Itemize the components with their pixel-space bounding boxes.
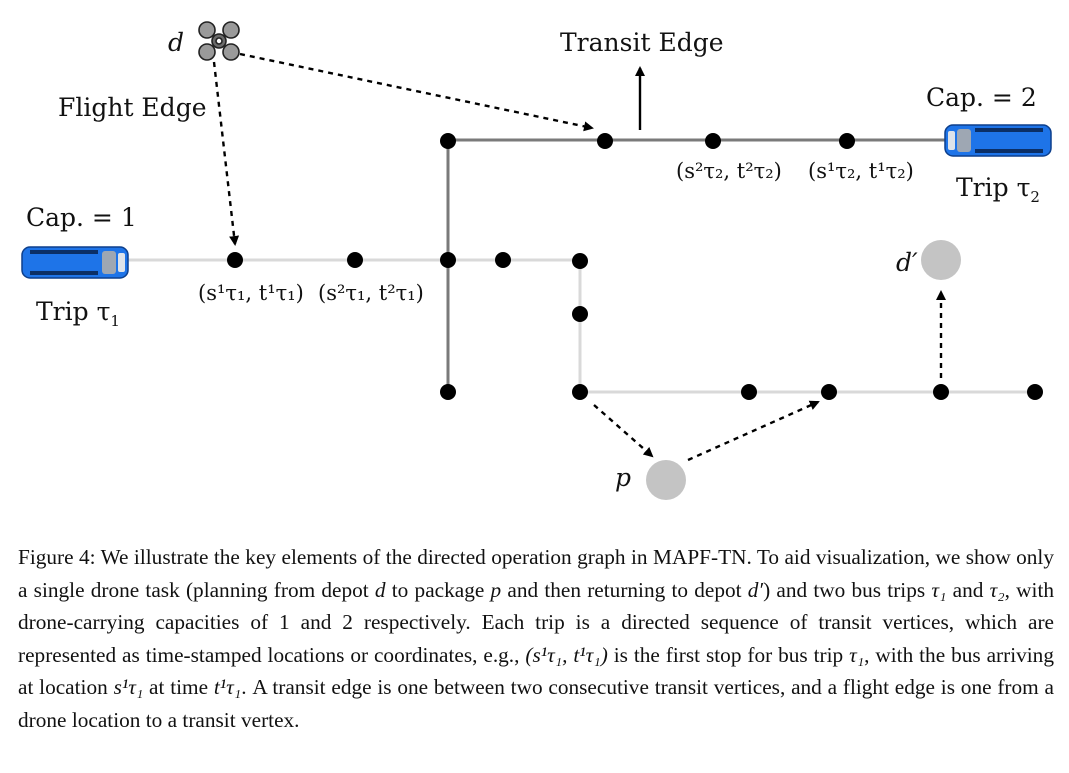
capacity-1-label: Cap. = 1 <box>26 203 137 232</box>
return-depot-label: d′ <box>896 248 918 277</box>
capacity-2-label: Cap. = 2 <box>926 83 1037 112</box>
figure-caption: Figure 4: We illustrate the key elements… <box>18 545 1055 732</box>
transit-edge-label: Transit Edge <box>560 28 724 57</box>
transit-vertex <box>440 384 456 400</box>
operation-graph-figure: d Flight Edge Transit Edge Cap. = 2 Cap.… <box>21 21 1052 500</box>
drone-label: d <box>168 28 184 57</box>
return-depot-location <box>921 240 961 280</box>
vertex-label-s2-trip1: (s²τ₁, t²τ₁) <box>318 281 424 305</box>
transit-vertex <box>440 133 456 149</box>
transit-vertex <box>741 384 757 400</box>
transit-vertex <box>1027 384 1043 400</box>
transit-vertex <box>933 384 949 400</box>
flight-edges <box>212 52 946 462</box>
transit-vertex <box>839 133 855 149</box>
drone-icon <box>198 21 240 61</box>
vertex-label-s1-trip1: (s¹τ₁, t¹τ₁) <box>198 281 304 305</box>
transit-vertices <box>227 133 1043 400</box>
trip-1-route <box>128 258 1036 394</box>
transit-vertex <box>347 252 363 268</box>
package-location <box>646 460 686 500</box>
flight-edge-depot-to-trip2 <box>239 52 594 132</box>
transit-vertex <box>572 384 588 400</box>
transit-vertex <box>227 252 243 268</box>
bus-trip-1 <box>21 246 129 279</box>
transit-vertex <box>572 253 588 269</box>
trip-1-label: Trip τ1 <box>36 297 120 330</box>
vertex-label-s2-trip2: (s²τ₂, t²τ₂) <box>676 159 782 183</box>
package-label: p <box>615 463 631 492</box>
trip-2-label: Trip τ2 <box>956 173 1040 206</box>
transit-vertex <box>572 306 588 322</box>
transit-vertex <box>495 252 511 268</box>
transit-vertex <box>440 252 456 268</box>
transit-vertex <box>597 133 613 149</box>
bus-trip-2 <box>944 124 1052 157</box>
transit-vertex <box>821 384 837 400</box>
flight-edge-label: Flight Edge <box>58 93 207 122</box>
vertex-label-s1-trip2: (s¹τ₂, t¹τ₂) <box>808 159 914 183</box>
flight-edge-package-to-transit <box>687 400 820 462</box>
transit-vertex <box>705 133 721 149</box>
flight-edge-depot-to-trip1 <box>212 61 240 246</box>
flight-edge-to-package <box>593 404 654 458</box>
